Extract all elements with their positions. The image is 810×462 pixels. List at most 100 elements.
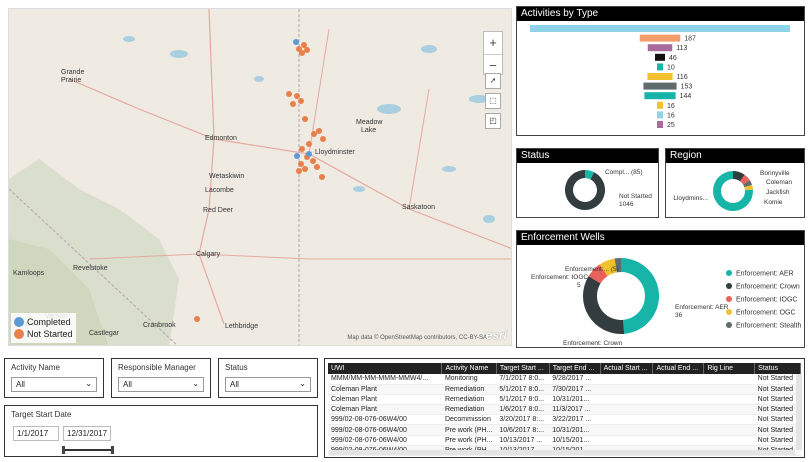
zoom-out-button[interactable]: − bbox=[484, 54, 502, 76]
end-date-input[interactable]: 12/31/2017 bbox=[63, 426, 111, 441]
legend-entry: Enforcement: OGC bbox=[736, 310, 796, 317]
table-cell: 5/1/2017 8:0... bbox=[496, 394, 550, 406]
funnel-bar[interactable] bbox=[647, 73, 673, 80]
column-header[interactable]: Target End ... bbox=[549, 363, 601, 374]
donut-slice[interactable] bbox=[565, 170, 605, 210]
bar-value-label: 10 bbox=[667, 64, 675, 71]
table-cell: Remediation bbox=[441, 384, 497, 395]
funnel-bar[interactable] bbox=[657, 63, 663, 71]
table-row[interactable]: Coleman Plant Remediation 1/6/2017 8:0... 1… bbox=[328, 404, 801, 416]
donut-slice[interactable] bbox=[614, 258, 621, 273]
table-cell: Not Started bbox=[754, 384, 801, 395]
city-label: Grande bbox=[61, 69, 85, 76]
zoom-controls: + − bbox=[483, 31, 503, 75]
dropdown-value: All bbox=[123, 380, 132, 389]
date-range-track bbox=[63, 449, 113, 451]
zoom-in-button[interactable]: + bbox=[489, 35, 497, 50]
city-label: Calgary bbox=[196, 251, 221, 258]
funnel-bar[interactable] bbox=[644, 92, 676, 100]
column-header[interactable]: Actual End ... bbox=[652, 363, 705, 374]
column-header[interactable]: Actual Start ... bbox=[600, 363, 654, 374]
table-cell bbox=[703, 414, 755, 426]
table-row[interactable]: MMM/MM-MM-MMM-MMW4/... Monitoring 7/1/2017… bbox=[328, 374, 801, 385]
activity-name-dropdown[interactable]: All ⌄ bbox=[11, 377, 97, 392]
enforcement-wells-panel: Enforcement Wells Enforcement: AER 36 Enfo… bbox=[516, 230, 805, 355]
table-cell bbox=[652, 424, 704, 436]
table-cell bbox=[652, 435, 704, 446]
funnel-bar[interactable] bbox=[647, 44, 673, 52]
region-donut-chart[interactable]: Bonnyville Coleman Jackfish Komie Lloydmins.… bbox=[666, 163, 804, 217]
table-cell bbox=[600, 414, 653, 426]
legend-label: Not Started bbox=[27, 329, 73, 339]
pointer-tool-icon[interactable]: ➚ bbox=[485, 73, 501, 89]
status-dropdown[interactable]: All ⌄ bbox=[225, 377, 311, 392]
table-cell bbox=[703, 404, 755, 416]
column-header[interactable]: Target Start ... bbox=[496, 363, 550, 374]
funnel-bar[interactable] bbox=[655, 53, 665, 61]
chevron-down-icon: ⌄ bbox=[85, 379, 92, 388]
table-cell: 10/31/201... bbox=[549, 424, 601, 436]
table-cell: 10/15/201... bbox=[549, 435, 601, 446]
table-cell: 999/02-08-076-06W4/00 bbox=[328, 424, 442, 436]
donut-slice[interactable] bbox=[621, 258, 660, 334]
start-date-input[interactable]: 1/1/2017 bbox=[13, 426, 59, 441]
lasso-select-icon[interactable]: ◰ bbox=[485, 113, 501, 129]
table-cell bbox=[652, 394, 704, 406]
range-end-handle[interactable] bbox=[111, 446, 114, 454]
donut-slice[interactable] bbox=[740, 174, 750, 185]
funnel-bar[interactable] bbox=[639, 34, 681, 42]
funnel-bar[interactable] bbox=[657, 101, 663, 109]
table-cell bbox=[703, 435, 755, 446]
table-row[interactable]: 999/02-08-076-06W4/00 Decommission 3/20/20… bbox=[328, 414, 801, 426]
table-cell: MMM/MM-MM-MMM-MMW4/... bbox=[328, 374, 442, 385]
donut-slice[interactable] bbox=[585, 170, 595, 180]
table-row[interactable]: 999/02-08-076-06W4/00 Pre work (PH... 10/6… bbox=[328, 424, 801, 436]
responsible-manager-dropdown[interactable]: All ⌄ bbox=[118, 377, 204, 392]
table-cell: Decommission bbox=[441, 414, 497, 426]
funnel-bar[interactable] bbox=[657, 121, 663, 128]
donut-slice[interactable] bbox=[733, 171, 745, 182]
not-started-swatch bbox=[14, 329, 24, 339]
funnel-bar[interactable] bbox=[657, 111, 663, 119]
region-panel: Region Bonnyville Coleman Jackfish Komie Llo… bbox=[665, 148, 805, 218]
city-label: Meadow bbox=[356, 119, 383, 126]
city-label: Castlegar bbox=[89, 330, 119, 337]
map-view[interactable]: Grande Prairie Edmonton Wetaskiwin Lacombe Re… bbox=[8, 8, 512, 346]
table-cell: 3/20/2017 8:... bbox=[496, 414, 550, 426]
dropdown-value: All bbox=[16, 380, 25, 389]
table-header-row: UWI Activity Name Target Start ... Target E… bbox=[328, 363, 801, 374]
column-header[interactable]: Status bbox=[754, 363, 801, 374]
column-header[interactable]: UWI bbox=[328, 363, 443, 374]
bar-value-label: 46 bbox=[669, 55, 677, 62]
table-cell: Monitoring bbox=[441, 374, 497, 385]
table-row[interactable]: Coleman Plant Remediation 5/1/2017 8:0... 7… bbox=[328, 384, 801, 395]
vertical-scrollbar[interactable] bbox=[796, 374, 802, 450]
bar-value-label: 113 bbox=[676, 45, 687, 52]
column-header[interactable]: Rig Line bbox=[703, 363, 756, 374]
funnel-bar[interactable] bbox=[530, 25, 790, 32]
donut-slice[interactable] bbox=[744, 184, 753, 191]
table-cell bbox=[652, 414, 704, 426]
donut-slice[interactable] bbox=[583, 276, 625, 334]
donut-slice[interactable] bbox=[588, 264, 608, 284]
rectangle-select-icon[interactable]: ⬚ bbox=[485, 93, 501, 109]
map-base-layer bbox=[9, 9, 511, 345]
funnel-bar[interactable] bbox=[643, 82, 677, 90]
donut-slice[interactable] bbox=[743, 180, 753, 188]
city-label: Saskatoon bbox=[402, 204, 436, 211]
donut-slice[interactable] bbox=[713, 171, 753, 211]
column-header[interactable]: Activity Name bbox=[441, 363, 497, 374]
table-row[interactable]: Coleman Plant Remediation 5/1/2017 8:0... 1… bbox=[328, 394, 801, 406]
responsible-manager-slicer: Responsible Manager All ⌄ bbox=[111, 358, 211, 398]
range-start-handle[interactable] bbox=[62, 446, 65, 454]
bar-value-label: 187 bbox=[684, 36, 696, 43]
horizontal-scrollbar[interactable] bbox=[329, 450, 795, 455]
donut-label: 1046 bbox=[619, 201, 634, 208]
donut-slice[interactable] bbox=[599, 258, 617, 277]
table-cell: Coleman Plant bbox=[328, 384, 442, 395]
bar-value-label: 153 bbox=[681, 84, 693, 91]
